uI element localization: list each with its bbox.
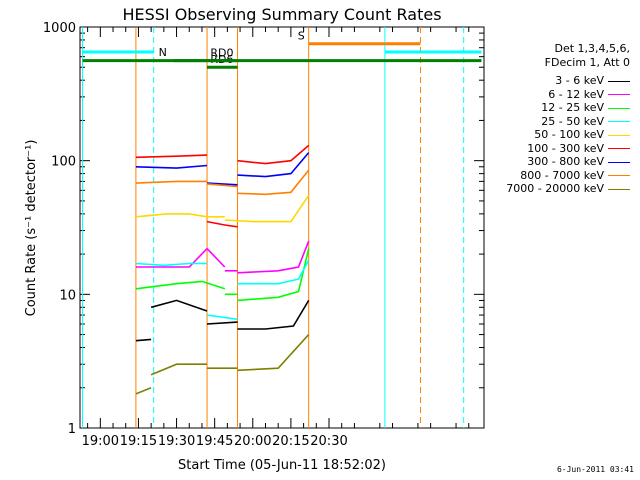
series-line bbox=[237, 259, 310, 285]
legend-label: 800 - 7000 keV bbox=[520, 168, 604, 182]
x-tick-label: 19:45 bbox=[196, 434, 233, 449]
x-tick-label: 19:15 bbox=[120, 434, 157, 449]
legend-label: 3 - 6 keV bbox=[555, 74, 604, 87]
legend-swatch bbox=[608, 175, 630, 176]
series-line bbox=[237, 144, 310, 165]
legend-entry: 800 - 7000 keV bbox=[520, 169, 630, 182]
legend-entry: 7000 - 20000 keV bbox=[506, 182, 630, 195]
x-tick-label: 19:00 bbox=[82, 434, 119, 449]
series-line bbox=[206, 220, 238, 228]
legend-swatch bbox=[608, 121, 630, 122]
annotation-label: RD0 bbox=[210, 47, 233, 60]
legend-swatch bbox=[608, 161, 630, 163]
x-axis-label: Start Time (05-Jun-11 18:52:02) bbox=[178, 458, 386, 473]
series-line bbox=[135, 280, 226, 290]
x-tick-label: 20:15 bbox=[272, 434, 309, 449]
annotation-label: S bbox=[298, 30, 305, 43]
series-line bbox=[135, 154, 208, 159]
series-line bbox=[135, 164, 208, 169]
series-line bbox=[224, 194, 310, 223]
series-line bbox=[237, 152, 310, 178]
y-tick-label: 1 bbox=[68, 422, 76, 437]
series-line bbox=[206, 182, 238, 186]
legend-swatch bbox=[608, 80, 630, 82]
x-tick-label: 20:30 bbox=[310, 434, 347, 449]
plot-frame bbox=[79, 26, 485, 429]
legend-entry: 300 - 800 keV bbox=[527, 155, 630, 168]
legend-entry: 50 - 100 keV bbox=[534, 128, 630, 141]
series-line bbox=[135, 387, 152, 395]
series-line bbox=[135, 180, 207, 184]
legend-entry: 25 - 50 keV bbox=[541, 115, 630, 128]
plot-area: 1 10 100 1000 19:00 19:15 19:30 19:45 20:00 20:15… bbox=[43, 21, 485, 449]
legend-label: 300 - 800 keV bbox=[527, 155, 604, 168]
series-line bbox=[150, 363, 207, 376]
y-tick-label: 1000 bbox=[43, 21, 76, 36]
legend-label: 100 - 300 keV bbox=[527, 141, 604, 155]
series-line bbox=[206, 321, 238, 325]
series-line bbox=[150, 299, 208, 312]
series-line bbox=[237, 299, 310, 330]
legend-entry: 3 - 6 keV bbox=[555, 74, 630, 87]
legend-label: 50 - 100 keV bbox=[534, 128, 604, 141]
series-line bbox=[237, 240, 310, 274]
detector-info-line-2: FDecim 1, Att 0 bbox=[544, 56, 630, 69]
annotation-label: N bbox=[159, 46, 167, 59]
series-line bbox=[135, 247, 226, 268]
series-line bbox=[237, 169, 310, 196]
y-tick-label: 100 bbox=[51, 155, 76, 170]
legend-swatch bbox=[608, 148, 630, 149]
timestamp: 6-Jun-2011 03:41 bbox=[556, 465, 634, 474]
series-line bbox=[206, 314, 238, 321]
series-line bbox=[237, 334, 310, 372]
legend-entry: 6 - 12 keV bbox=[548, 88, 630, 101]
legend-entry: 100 - 300 keV bbox=[527, 142, 630, 155]
legend-swatch bbox=[608, 188, 630, 190]
legend-label: 12 - 25 keV bbox=[541, 101, 604, 114]
legend-swatch bbox=[608, 107, 630, 109]
legend-swatch bbox=[608, 134, 630, 136]
legend-label: 6 - 12 keV bbox=[548, 87, 604, 101]
legend-label: 25 - 50 keV bbox=[541, 114, 604, 128]
series-line bbox=[135, 338, 152, 342]
series-line bbox=[135, 262, 207, 267]
legend-entry: 12 - 25 keV bbox=[541, 101, 630, 114]
detector-info-line-1: Det 1,3,4,5,6, bbox=[554, 42, 630, 55]
x-tick-label: 20:00 bbox=[234, 434, 271, 449]
y-axis-label: Count Rate (s⁻¹ detector⁻¹) bbox=[24, 140, 39, 317]
y-tick-label: 10 bbox=[59, 288, 76, 303]
x-tick-label: 19:30 bbox=[158, 434, 195, 449]
legend-swatch bbox=[608, 94, 630, 95]
chart-title: HESSI Observing Summary Count Rates bbox=[122, 5, 441, 24]
legend-label: 7000 - 20000 keV bbox=[506, 182, 604, 195]
series-line bbox=[206, 183, 238, 188]
series-line bbox=[135, 213, 208, 218]
series-line bbox=[237, 248, 310, 302]
